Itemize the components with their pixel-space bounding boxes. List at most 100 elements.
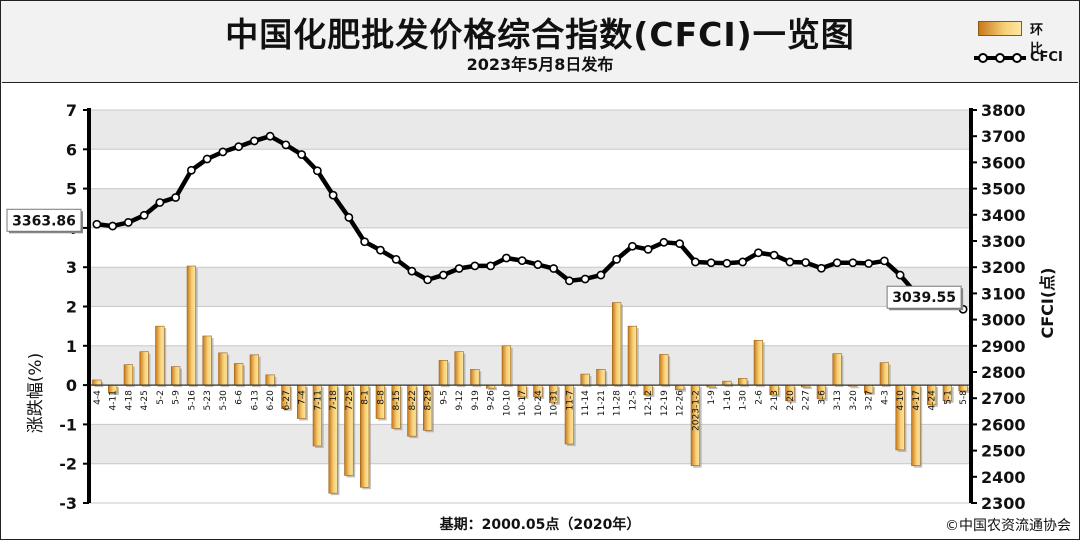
x-tick-label: 7-4 [298,390,308,405]
x-tick-label: 8-1 [361,390,371,405]
cfci-point [234,142,244,152]
y-left-tick-label: 7 [66,101,77,120]
cfci-point [675,239,685,249]
bar [627,325,638,386]
x-tick-label: 12-26 [676,390,686,416]
x-tick-label: 4-3 [880,390,890,405]
x-tick-label: 4-18 [124,390,134,411]
cfci-point [438,270,448,280]
x-tick-label: 10-10 [502,390,512,416]
cfci-point [722,258,732,268]
bar-shadow [803,387,812,390]
x-tick-label: 7-25 [345,390,355,410]
x-tick-label: 3-20 [849,390,859,411]
chart-svg: 4-4 4-11 4-18 4-25 5-2 5-9 5-16 5-23 5-30 6-6 6-13… [6,101,1057,513]
cfci-point [596,270,606,280]
y-right-tick-label: 2300 [981,494,1026,513]
x-tick-label: 12-12 [644,390,654,416]
cfci-point [517,256,527,266]
y-right-tick-label: 3500 [981,180,1026,199]
callout-label: 3039.55 [892,290,956,306]
source-credit: ©中国农资流通协会 [945,518,1071,534]
cfci-point [706,258,716,268]
x-tick-label: 6-20 [266,390,276,411]
cfci-point [801,258,811,267]
x-tick-label: 3-27 [865,390,875,410]
chart-legend: 环比 CFCI [972,16,1077,76]
line-series [92,131,968,314]
x-tick-label: 8-8 [376,390,386,405]
y-right-tick-label: 2400 [981,468,1026,487]
y-left-tick-label: -2 [59,455,77,474]
cfci-point [423,275,433,285]
bar [92,379,102,386]
cfci-point [486,261,496,271]
bar [753,339,764,386]
x-tick-label: 4-11 [109,390,119,410]
cfci-point [155,198,165,207]
bar [501,345,512,386]
cfci-point [501,253,511,263]
x-tick-label: 9-26 [487,390,497,411]
x-tick-label: 2-6 [754,390,764,405]
x-tick-label: 7-11 [313,390,323,410]
bar-shadow [850,387,860,389]
x-tick-label: 5-8 [959,390,969,405]
x-tick-label: 1-9 [707,390,717,405]
cfci-point [139,210,149,220]
base-period-note: 基期：2000.05点（2020年） [439,517,641,533]
x-tick-label: 9-5 [439,390,449,405]
y-right-tick-label: 3100 [981,284,1026,303]
x-tick-label: 11-14 [581,390,591,416]
y-right-tick-label: 3800 [981,101,1026,120]
y-right-tick-label: 3000 [981,311,1026,330]
x-tick-label: 3-6 [817,390,827,405]
x-tick-label: 8-22 [408,390,418,410]
cfci-point [344,213,354,222]
chart-header: 中国化肥批发价格综合指数(CFCI)一览图 2023年5月8日发布 环比 CFC… [2,2,1078,83]
chart-title: 中国化肥批发价格综合指数(CFCI)一览图 [225,15,855,54]
cfci-point [407,266,417,276]
axes [83,108,977,504]
legend-line-swatch [974,53,1026,63]
cfci-point [186,165,196,175]
y-right-tick-label: 2600 [981,415,1026,434]
x-tick-label: 9-12 [455,390,465,410]
y-right-tick-label: 2800 [981,363,1026,382]
cfci-point [454,264,464,273]
bar [580,373,590,386]
x-tick-label: 10-24 [534,390,544,416]
y-right-tick-label: 2700 [981,389,1026,408]
bar [186,265,197,386]
y-left-axis-title: 涨跌幅(%) [26,353,46,433]
bar [737,378,748,386]
cfci-point [643,244,653,254]
x-tick-label: 12-5 [628,390,638,410]
grid-band [89,188,971,228]
x-tick-label: 2-27 [802,390,812,410]
y-left-tick-label: 5 [66,180,77,199]
grid-band [89,424,971,464]
cfci-point [879,256,889,266]
x-tick-label: 4-24 [928,390,938,411]
y-right-tick-label: 3600 [981,153,1026,172]
bar [674,384,685,391]
x-tick-label: 5-23 [203,390,213,410]
x-tick-label: 4-25 [140,390,150,410]
bar-shadow [708,387,718,390]
y-left-tick-labels: -3-2-101234567 [59,101,77,513]
callout-box [886,285,962,309]
chart-subtitle: 2023年5月8日发布 [466,55,614,74]
cfci-point [265,131,275,141]
x-tick-label: 11-7 [565,390,575,410]
x-tick-label: 1-30 [739,390,749,411]
cfci-point [281,140,291,150]
x-tick-label: 5-1 [943,390,953,405]
cfci-point [108,221,118,231]
y-left-tick-label: 1 [66,337,77,356]
cfci-point [171,193,181,202]
cfci-point [202,154,212,164]
x-tick-label: 6-13 [250,390,260,410]
y-right-tick-label: 3300 [981,232,1026,251]
y-left-tick-label: 0 [66,376,77,395]
